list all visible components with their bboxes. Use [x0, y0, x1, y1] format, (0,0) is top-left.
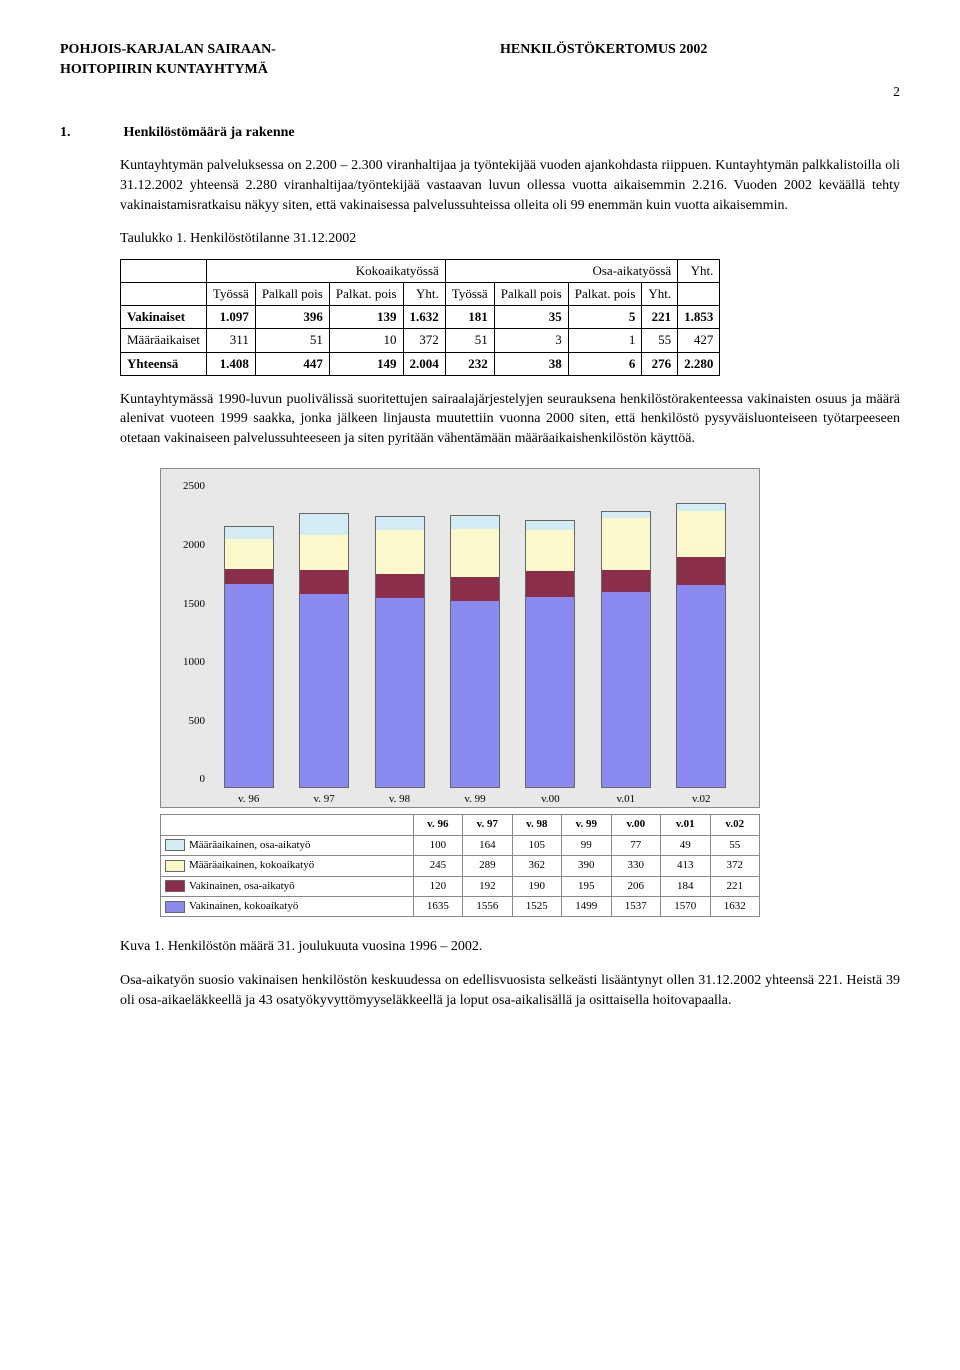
bar-segment [677, 511, 725, 557]
bar-segment [300, 594, 348, 787]
bar-segment [526, 571, 574, 597]
doc-header: POHJOIS-KARJALAN SAIRAAN- HOITOPIIRIN KU… [60, 40, 900, 79]
chart-legend-table: v. 96v. 97v. 98v. 99v.00v.01v.02Määräaik… [160, 814, 760, 917]
bar-stack [525, 520, 575, 789]
bar-segment [300, 570, 348, 594]
table-row: Vakinaiset1.0973961391.6321813552211.853 [121, 306, 720, 329]
chart-y-axis: 2500 2000 1500 1000 500 0 [165, 469, 205, 787]
table-row: Määräaikaiset3115110372513155427 [121, 329, 720, 352]
bar-segment [225, 527, 273, 539]
bar-category-label: v.02 [692, 792, 711, 807]
y-tick-label: 1000 [165, 655, 205, 670]
bar-stack [450, 515, 500, 788]
paragraph-2: Kuntayhtymässä 1990-luvun puolivälissä s… [120, 390, 900, 449]
bar-segment [602, 570, 650, 593]
legend-row: Vakinainen, kokoaikatyö16351556152514991… [161, 897, 760, 917]
table-row: Yhteensä1.4084471492.0042323862762.280 [121, 352, 720, 375]
header-left-line1: POHJOIS-KARJALAN SAIRAAN- [60, 40, 460, 60]
bar-segment [300, 535, 348, 571]
bar-segment [526, 530, 574, 571]
bar-stack [299, 513, 349, 788]
bar-segment [376, 598, 424, 787]
bar-segment [602, 518, 650, 569]
bar-category-label: v. 98 [389, 792, 410, 807]
page-number: 2 [60, 83, 900, 103]
bar-group: v. 98 [370, 516, 430, 808]
bar-stack [676, 503, 726, 788]
bar-stack [224, 526, 274, 788]
bar-category-label: v.01 [617, 792, 636, 807]
bar-category-label: v. 97 [313, 792, 334, 807]
y-tick-label: 1500 [165, 597, 205, 612]
chart-plot-area: 25002000150010005000 v. 96v. 97v. 98v. 9… [160, 468, 760, 808]
bar-group: v.01 [596, 511, 656, 807]
bar-segment [526, 597, 574, 788]
bar-segment [225, 584, 273, 787]
bar-category-label: v. 96 [238, 792, 259, 807]
header-left-line2: HOITOPIIRIN KUNTAYHTYMÄ [60, 60, 460, 80]
bar-segment [376, 574, 424, 598]
section-number: 1. [60, 123, 120, 143]
bar-group: v. 99 [445, 515, 505, 807]
y-tick-label: 2500 [165, 479, 205, 494]
table1-caption: Taulukko 1. Henkilöstötilanne 31.12.2002 [120, 229, 900, 249]
bar-segment [602, 592, 650, 787]
bar-stack [375, 516, 425, 789]
bar-group: v. 97 [294, 513, 354, 807]
paragraph-3: Osa-aikatyön suosio vakinaisen henkilöst… [120, 971, 900, 1010]
bar-category-label: v.00 [541, 792, 560, 807]
header-right: HENKILÖSTÖKERTOMUS 2002 [460, 40, 900, 79]
y-tick-label: 500 [165, 714, 205, 729]
bar-segment [677, 585, 725, 787]
paragraph-1: Kuntayhtymän palveluksessa on 2.200 – 2.… [120, 156, 900, 215]
legend-row: Määräaikainen, osa-aikatyö10016410599774… [161, 835, 760, 855]
bar-group: v.02 [671, 503, 731, 807]
legend-row: Vakinainen, osa-aikatyö12019219019520618… [161, 876, 760, 896]
stacked-bar-chart: 25002000150010005000 v. 96v. 97v. 98v. 9… [160, 468, 760, 917]
y-tick-label: 0 [165, 772, 205, 787]
bar-segment [300, 514, 348, 534]
bar-stack [601, 511, 651, 788]
bar-segment [677, 557, 725, 584]
bar-segment [451, 577, 499, 601]
bar-segment [451, 601, 499, 787]
bar-segment [526, 521, 574, 531]
table-henkilostotilanne: KokoaikatyössäOsa-aikatyössäYht.TyössäPa… [120, 259, 720, 376]
section-heading: Henkilöstömäärä ja rakenne [124, 125, 295, 140]
bar-group: v. 96 [219, 526, 279, 808]
bar-category-label: v. 99 [464, 792, 485, 807]
legend-row: Määräaikainen, kokoaikatyö24528936239033… [161, 856, 760, 876]
bar-segment [376, 517, 424, 530]
y-tick-label: 2000 [165, 538, 205, 553]
bar-group: v.00 [520, 520, 580, 808]
section-title: 1. Henkilöstömäärä ja rakenne [60, 123, 900, 143]
chart-bars: v. 96 v. 97 v. 98 v. 99 v.00 v.01 v.02 [211, 479, 739, 807]
bar-segment [451, 516, 499, 528]
figure-caption-1: Kuva 1. Henkilöstön määrä 31. joulukuuta… [120, 937, 900, 957]
bar-segment [376, 530, 424, 575]
header-left: POHJOIS-KARJALAN SAIRAAN- HOITOPIIRIN KU… [60, 40, 460, 79]
bar-segment [451, 529, 499, 577]
bar-segment [225, 569, 273, 584]
bar-segment [225, 539, 273, 569]
bar-segment [677, 504, 725, 511]
